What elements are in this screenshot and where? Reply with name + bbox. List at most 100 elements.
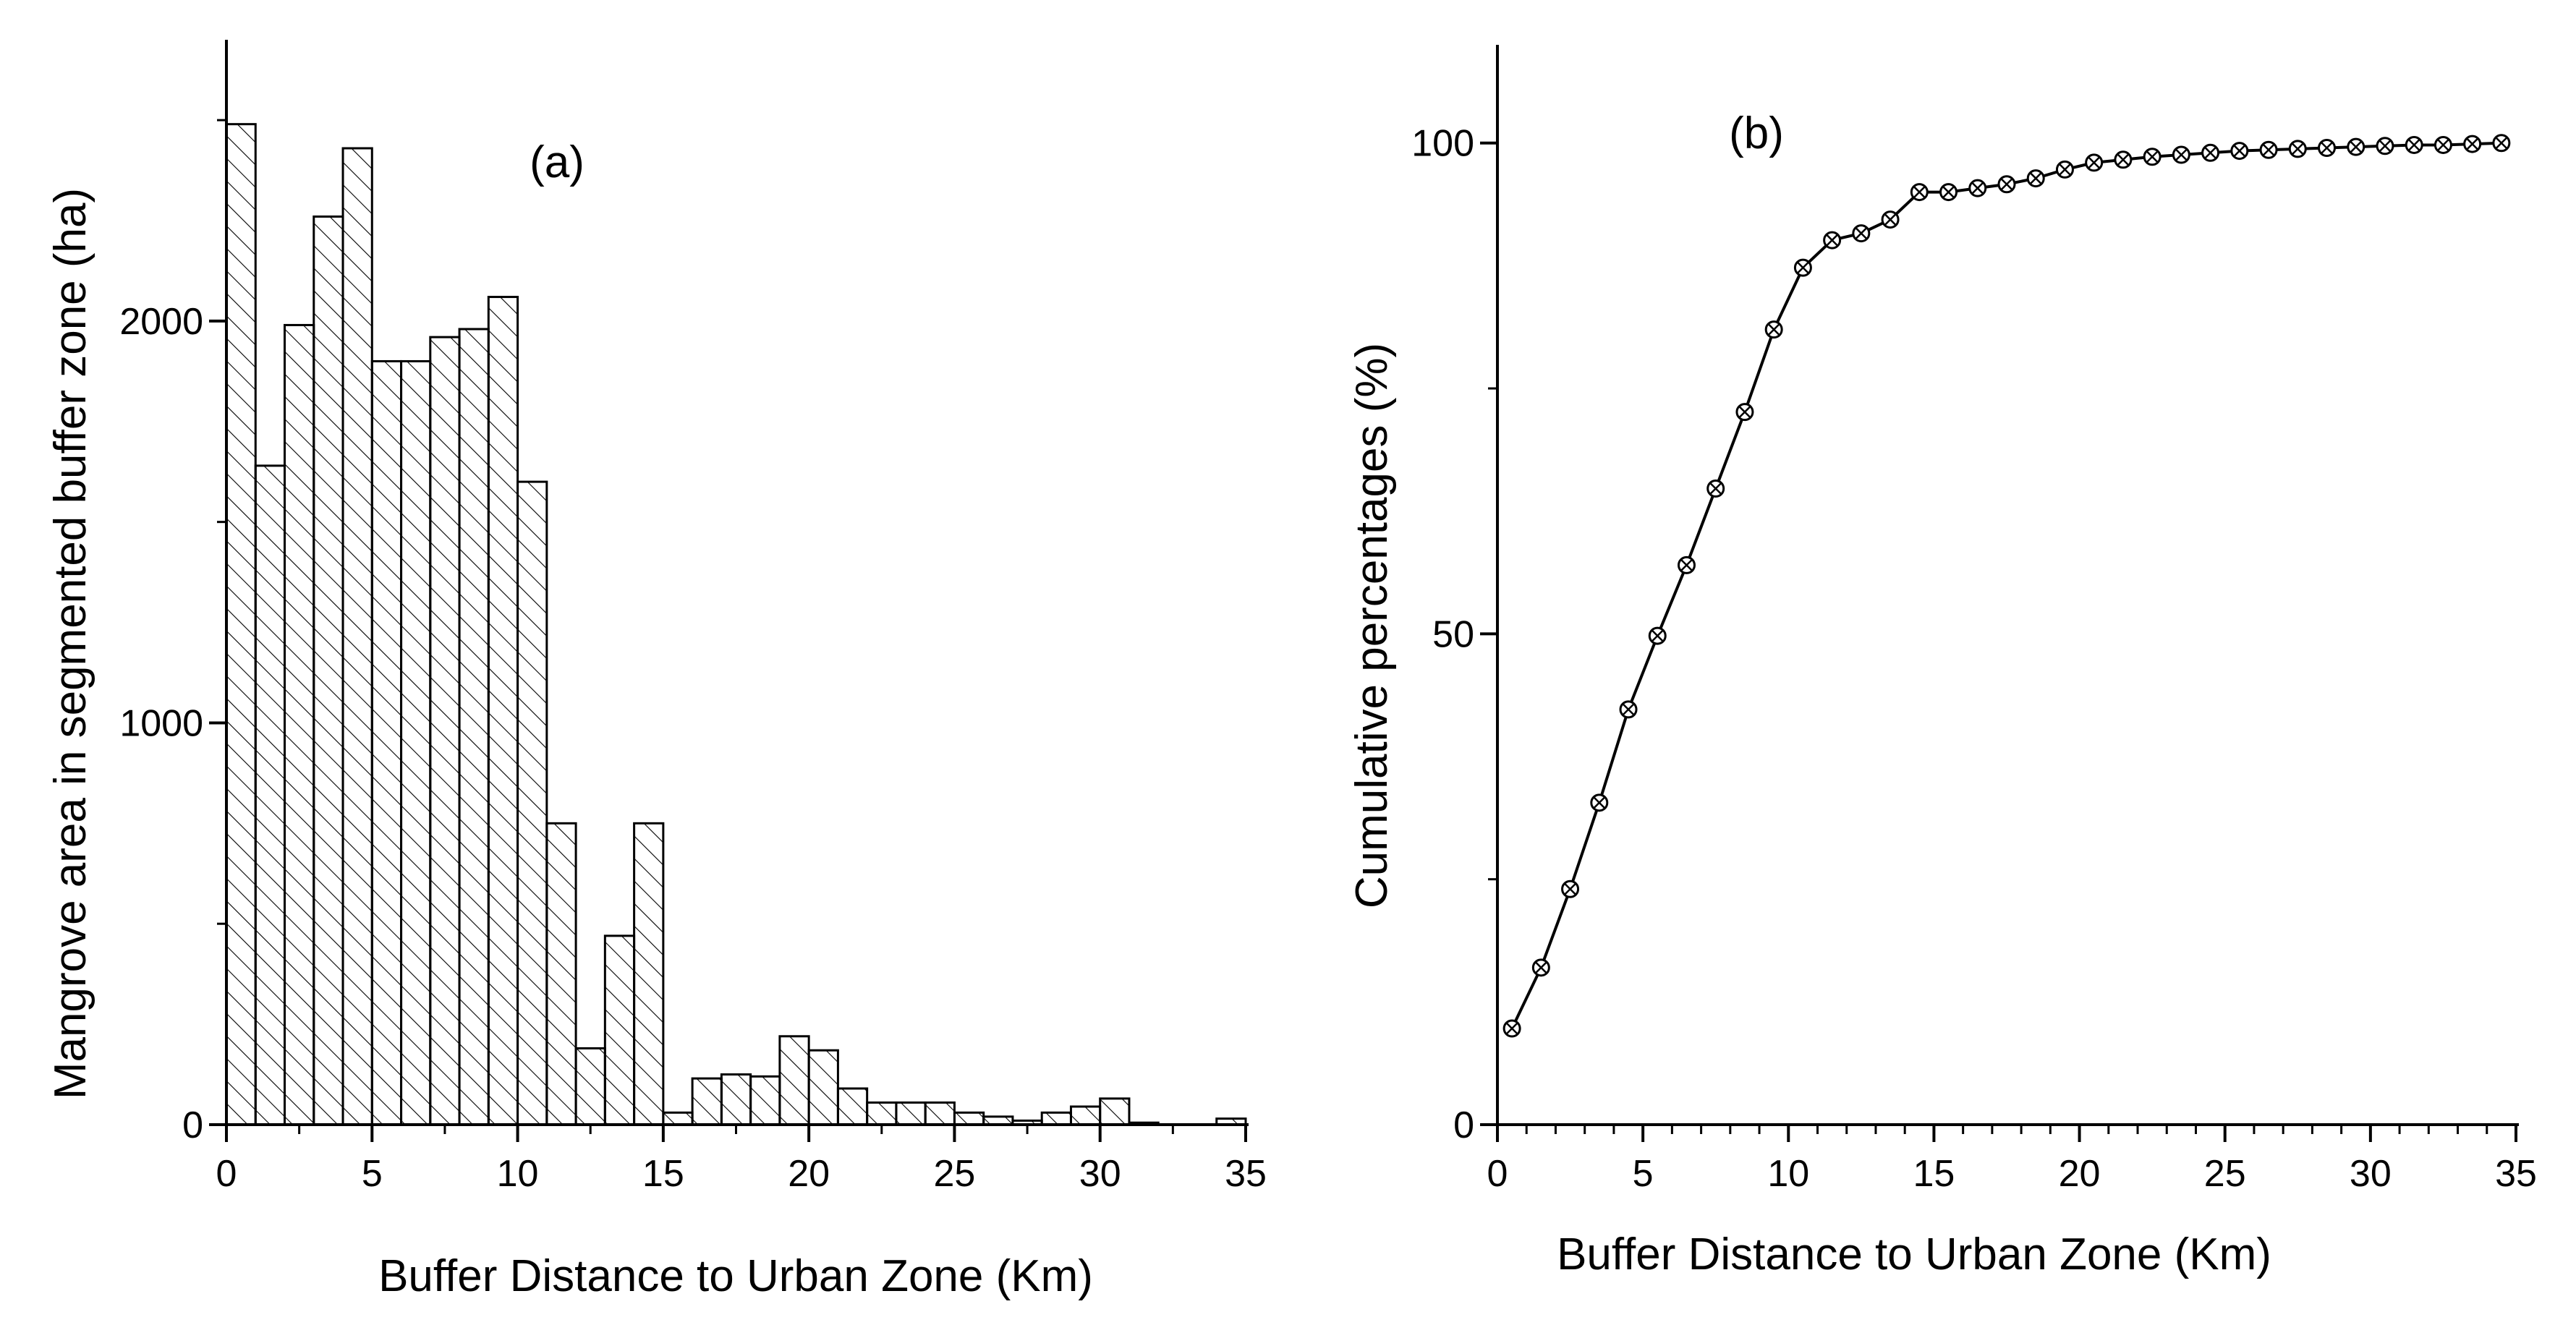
cumulative-point xyxy=(2201,143,2220,162)
histogram-bar xyxy=(400,359,432,1126)
histogram-bar xyxy=(1099,1097,1131,1126)
histogram-bar xyxy=(749,1075,781,1126)
cumulative-point xyxy=(1968,179,1987,197)
y-tick-label-a: 2000 xyxy=(119,301,203,343)
cumulative-point xyxy=(1881,210,1900,229)
histogram-bar xyxy=(720,1073,752,1126)
histogram-bar xyxy=(574,1047,606,1126)
y-tick-label-b: 100 xyxy=(1411,123,1474,165)
cumulative-point xyxy=(1648,626,1667,645)
histogram-bar xyxy=(517,480,548,1126)
histogram-bar xyxy=(1040,1111,1072,1126)
histogram-panel: 0 5 10 15 20 25 30 35 0 1000 2000 (a) Buffer Dista… xyxy=(46,40,1267,1301)
cumulative-ticks: 0 5 10 15 20 25 30 35 0 50 100 xyxy=(1411,123,2537,1195)
histogram-bar xyxy=(313,215,344,1126)
cumulative-point xyxy=(1735,403,1754,422)
y-axis-title-a: Mangrove area in segmented buffer zone (… xyxy=(46,188,95,1099)
cumulative-point xyxy=(1910,183,1929,202)
cumulative-point xyxy=(2143,148,2161,166)
cumulative-point xyxy=(2376,137,2394,155)
histogram-bar xyxy=(545,822,577,1126)
x-axis-title-b: Buffer Distance to Urban Zone (Km) xyxy=(1557,1230,2271,1279)
x-tick-label-a: 0 xyxy=(216,1153,237,1195)
cumulative-point xyxy=(2492,134,2511,153)
cumulative-point xyxy=(1590,793,1609,812)
histogram-bar xyxy=(429,336,461,1126)
cumulative-axes xyxy=(1496,45,2519,1126)
cumulative-point xyxy=(2288,140,2307,158)
cumulative-point xyxy=(2259,140,2278,159)
x-tick-label-a: 35 xyxy=(1225,1153,1267,1195)
y-tick-label-b: 50 xyxy=(1432,613,1474,655)
cumulative-point xyxy=(1677,555,1696,574)
cumulative-point xyxy=(2114,150,2133,169)
histogram-bar xyxy=(370,359,403,1126)
cumulative-point xyxy=(2172,145,2190,164)
cumulative-point xyxy=(2463,135,2482,153)
cumulative-point xyxy=(2433,135,2452,154)
histogram-bar xyxy=(1069,1105,1102,1126)
cumulative-point xyxy=(2230,142,2249,161)
histogram-bar xyxy=(691,1077,723,1126)
x-tick-label-a: 5 xyxy=(362,1153,383,1195)
cumulative-point xyxy=(2055,160,2074,179)
cumulative-point xyxy=(1619,700,1638,719)
cumulative-point xyxy=(1793,258,1812,277)
histogram-bar xyxy=(458,328,490,1126)
cumulative-point xyxy=(1823,231,1842,250)
cumulative-panel: 0 5 10 15 20 25 30 35 0 50 100 (b) Buffer Distance… xyxy=(1347,45,2537,1279)
cumulative-point xyxy=(1561,879,1580,898)
x-axis-title-a: Buffer Distance to Urban Zone (Km) xyxy=(378,1251,1093,1301)
histogram-bar xyxy=(254,464,286,1126)
histogram-bar xyxy=(603,934,636,1126)
y-tick-label-a: 1000 xyxy=(119,702,203,744)
histogram-bar xyxy=(633,822,665,1126)
histogram-bar xyxy=(895,1101,927,1126)
y-tick-label-b: 0 xyxy=(1453,1104,1474,1146)
cumulative-point xyxy=(2405,135,2423,154)
x-tick-label-b: 5 xyxy=(1633,1153,1654,1195)
histogram-bar xyxy=(866,1101,898,1126)
histogram-bar xyxy=(662,1111,694,1126)
x-tick-label-b: 35 xyxy=(2495,1153,2537,1195)
x-tick-label-b: 30 xyxy=(2350,1153,2392,1195)
histogram-bar xyxy=(225,123,257,1126)
cumulative-point xyxy=(1502,1019,1521,1038)
x-tick-label-a: 15 xyxy=(642,1153,684,1195)
histogram-bar xyxy=(924,1101,956,1126)
cumulative-point xyxy=(1706,479,1725,498)
histogram-bar xyxy=(836,1087,869,1126)
x-tick-label-b: 0 xyxy=(1487,1153,1508,1195)
cumulative-point xyxy=(1764,320,1783,339)
cumulative-series xyxy=(1502,134,2511,1038)
y-axis-title-b: Cumulative percentages (%) xyxy=(1347,343,1397,908)
cumulative-point xyxy=(1852,224,1871,243)
histogram-bar xyxy=(807,1049,839,1126)
cumulative-point xyxy=(2318,139,2337,158)
y-tick-label-a: 0 xyxy=(182,1104,203,1146)
x-tick-label-a: 25 xyxy=(934,1153,976,1195)
x-tick-label-b: 15 xyxy=(1913,1153,1955,1195)
histogram-bar xyxy=(341,147,373,1126)
cumulative-point xyxy=(2347,137,2365,156)
x-tick-label-a: 30 xyxy=(1079,1153,1121,1195)
histogram-bar xyxy=(953,1111,985,1126)
histogram-bar xyxy=(778,1035,810,1126)
cumulative-point xyxy=(1531,958,1550,977)
cumulative-point xyxy=(1997,175,2016,194)
x-tick-label-b: 25 xyxy=(2204,1153,2246,1195)
cumulative-point xyxy=(2026,169,2045,188)
cumulative-point xyxy=(2085,153,2104,172)
cumulative-line xyxy=(1510,141,2501,1029)
panel-label-b: (b) xyxy=(1729,108,1784,158)
histogram-bar xyxy=(487,296,519,1126)
histogram-bars xyxy=(225,123,1247,1126)
cumulative-point xyxy=(1939,183,1958,202)
panel-label-a: (a) xyxy=(530,137,585,187)
histogram-ticks: 0 5 10 15 20 25 30 35 0 1000 2000 xyxy=(119,119,1267,1195)
histogram-bar xyxy=(284,323,315,1126)
histogram-axes xyxy=(225,40,1249,1126)
x-tick-label-a: 20 xyxy=(788,1153,830,1195)
